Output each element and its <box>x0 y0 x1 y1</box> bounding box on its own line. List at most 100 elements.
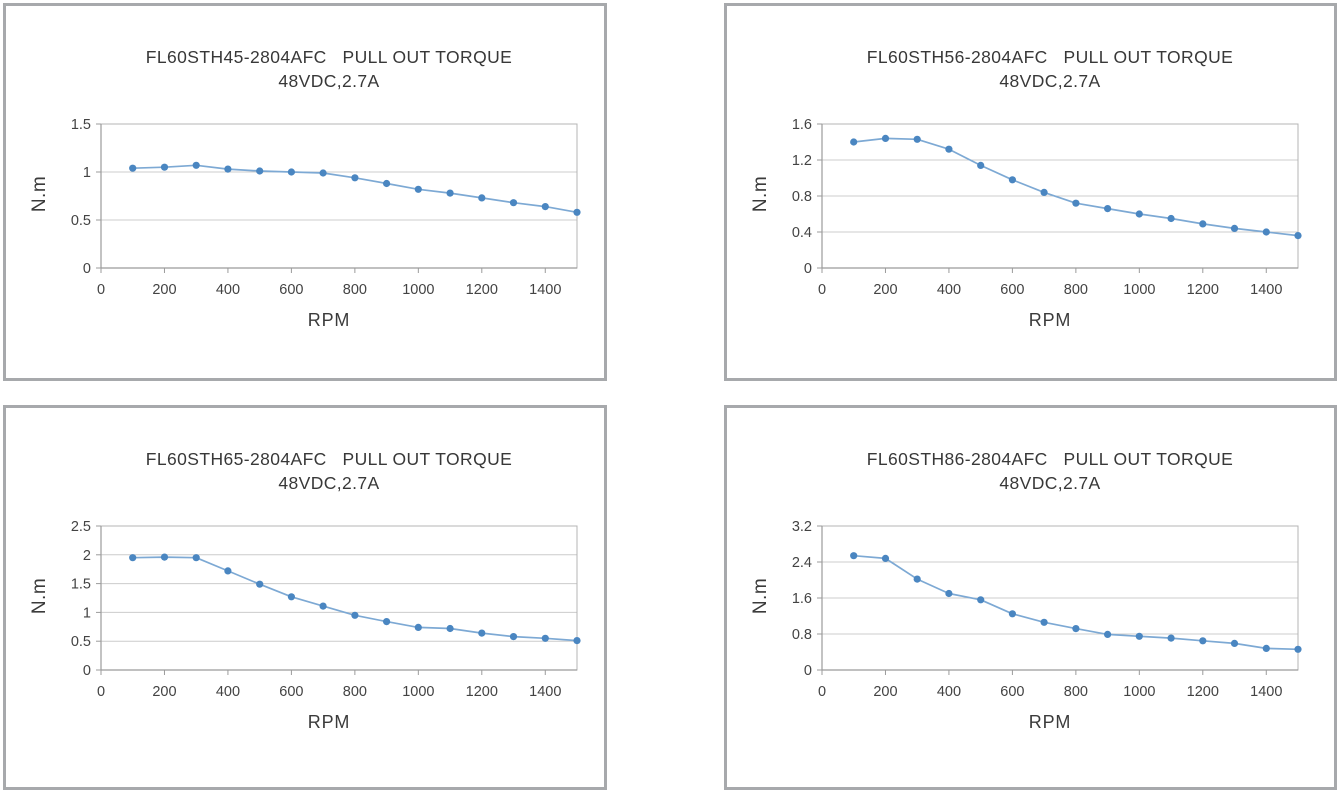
data-point <box>541 203 549 211</box>
data-point <box>1040 188 1048 196</box>
x-tick-label: 1000 <box>1123 684 1155 700</box>
axis-ticks <box>96 525 546 675</box>
data-point <box>881 554 890 562</box>
chart-subtitle: 48VDC,2.7A <box>999 473 1101 493</box>
data-point <box>1230 224 1239 232</box>
data-point <box>478 194 486 202</box>
data-point <box>509 199 518 207</box>
chart-subtitle: 48VDC,2.7A <box>278 473 380 493</box>
data-point <box>977 596 985 604</box>
chart-panel-fl60sth65: FL60STH65-2804AFC PULL OUT TORQUE 48VDC,… <box>3 405 607 790</box>
data-point <box>1008 176 1016 184</box>
chart-subtitle: 48VDC,2.7A <box>278 71 380 91</box>
x-tick-label: 200 <box>152 282 176 298</box>
plot-area: 0 0.5 1 1.5 2 2.5 0 200 400 600 800 1000 1200 1400 <box>71 519 581 700</box>
chart-title: FL60STH86-2804AFC PULL OUT TORQUE <box>866 449 1234 469</box>
y-tick-label: 1.5 <box>71 117 91 133</box>
data-point <box>1040 618 1048 626</box>
data-point <box>287 168 295 176</box>
axis-ticks <box>96 123 546 273</box>
x-tick-label: 200 <box>873 282 897 298</box>
y-gridlines <box>101 123 577 221</box>
x-tick-label: 800 <box>1064 684 1088 700</box>
data-point <box>351 611 359 619</box>
x-tick-label: 0 <box>818 684 826 700</box>
data-point <box>256 167 264 175</box>
y-gridlines <box>101 525 577 642</box>
x-tick-label: 1000 <box>402 282 434 298</box>
chart-panel-fl60sth56: FL60STH56-2804AFC PULL OUT TORQUE 48VDC,… <box>724 3 1337 381</box>
y-tick-label: 1 <box>83 605 91 621</box>
data-point <box>160 163 169 171</box>
data-point <box>1167 214 1175 223</box>
data-point <box>192 554 200 562</box>
data-point <box>945 589 953 598</box>
data-point <box>256 580 264 588</box>
y-tick-label: 0.5 <box>71 213 91 229</box>
y-tick-label: 1.2 <box>792 153 812 169</box>
x-tick-label: 600 <box>1000 282 1024 298</box>
y-tick-label: 1 <box>83 165 91 181</box>
torque-curve <box>129 161 581 216</box>
y-tick-label: 2.5 <box>71 519 91 535</box>
plot-border <box>100 123 578 269</box>
y-tick-label: 0.8 <box>792 627 812 643</box>
data-point <box>160 553 169 561</box>
y-gridlines <box>822 123 1298 233</box>
series-line <box>853 554 1299 651</box>
data-point <box>850 138 858 146</box>
data-point <box>224 165 232 173</box>
chart-panel-fl60sth86: FL60STH86-2804AFC PULL OUT TORQUE 48VDC,… <box>724 405 1337 790</box>
x-tick-label: 800 <box>1064 282 1088 298</box>
data-point <box>1135 210 1143 218</box>
data-point <box>509 633 518 641</box>
data-point <box>573 208 581 216</box>
plot-border <box>100 525 578 671</box>
data-point <box>850 552 858 560</box>
data-point <box>129 554 137 562</box>
x-tick-label: 400 <box>216 684 240 700</box>
y-tick-label: 2 <box>83 548 91 564</box>
data-point <box>1104 205 1112 213</box>
data-point <box>351 174 359 182</box>
y-tick-label: 0.4 <box>792 225 812 241</box>
data-point <box>383 618 391 626</box>
data-point <box>1008 610 1016 618</box>
x-tick-label: 800 <box>343 684 367 700</box>
x-tick-labels: 0 200 400 600 800 1000 1200 1400 <box>818 282 1282 298</box>
data-point <box>913 575 921 583</box>
y-tick-labels: 0 0.5 1 1.5 <box>71 117 91 277</box>
data-point <box>224 567 232 575</box>
data-point <box>1167 634 1175 642</box>
x-tick-label: 0 <box>97 684 105 700</box>
data-point <box>319 602 327 610</box>
x-tick-label: 0 <box>818 282 826 298</box>
y-tick-labels: 0 0.8 1.6 2.4 3.2 <box>792 519 812 679</box>
y-tick-label: 1.5 <box>71 577 91 593</box>
x-tick-label: 0 <box>97 282 105 298</box>
x-tick-labels: 0 200 400 600 800 1000 1200 1400 <box>818 684 1282 700</box>
x-tick-label: 600 <box>279 684 303 700</box>
data-point <box>1294 232 1302 240</box>
axis-ticks <box>817 123 1267 273</box>
torque-curve <box>850 552 1302 653</box>
x-tick-label: 1000 <box>1123 282 1155 298</box>
data-point <box>414 623 422 631</box>
data-point <box>446 624 454 633</box>
y-tick-label: 1.6 <box>792 591 812 607</box>
y-tick-label: 0 <box>83 663 91 679</box>
y-gridlines <box>822 525 1298 635</box>
y-tick-label: 0 <box>83 261 91 277</box>
x-tick-label: 800 <box>343 282 367 298</box>
chart-title: FL60STH65-2804AFC PULL OUT TORQUE <box>145 449 513 469</box>
data-point <box>319 169 327 177</box>
y-tick-label: 0 <box>804 663 812 679</box>
y-tick-labels: 0 0.4 0.8 1.2 1.6 <box>792 117 812 277</box>
data-point <box>414 185 422 193</box>
data-point <box>192 161 200 169</box>
data-point <box>881 134 890 142</box>
data-point <box>1262 228 1270 236</box>
x-tick-label: 400 <box>937 282 961 298</box>
y-tick-label: 0 <box>804 261 812 277</box>
x-tick-label: 400 <box>937 684 961 700</box>
